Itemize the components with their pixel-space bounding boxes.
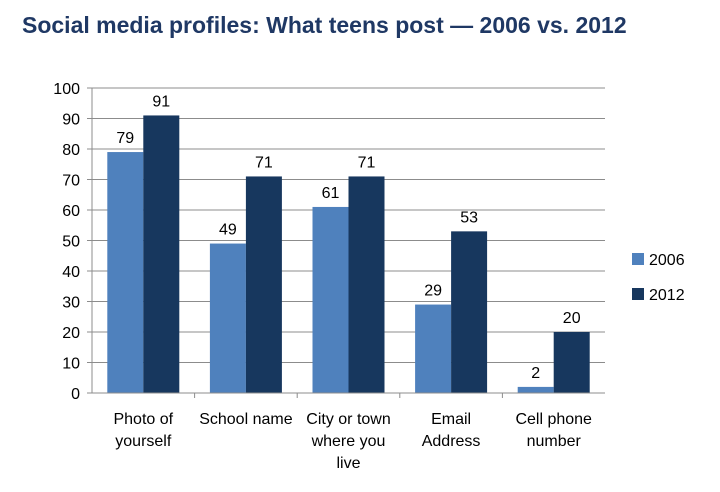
- bar-2012-3: [451, 231, 488, 393]
- x-category-label: School name: [199, 411, 292, 428]
- legend-label-2012: 2012: [649, 287, 685, 304]
- y-tick-label: 20: [62, 325, 80, 342]
- data-label: 53: [460, 209, 478, 226]
- legend-label-2006: 2006: [649, 252, 685, 269]
- bar-2012-4: [553, 332, 590, 393]
- y-tick-label: 40: [62, 264, 80, 281]
- data-label: 79: [116, 130, 134, 147]
- bar-2012-0: [143, 115, 180, 393]
- bar-2012-1: [245, 176, 282, 393]
- y-tick-label: 50: [62, 234, 80, 251]
- data-label: 2: [531, 365, 540, 382]
- legend: 2006 2012: [632, 252, 685, 304]
- chart-title: Social media profiles: What teens post —…: [22, 12, 627, 38]
- y-tick-label: 80: [62, 142, 80, 159]
- bars: [107, 115, 590, 393]
- x-category-label: Photo of yourself: [113, 411, 173, 450]
- y-tick-label: 10: [62, 356, 80, 373]
- bar-2012-2: [348, 176, 385, 393]
- y-tick-label: 0: [71, 386, 80, 403]
- x-category-label: City or town where you live: [306, 411, 390, 472]
- bar-2006-1: [209, 243, 246, 393]
- data-label: 29: [424, 283, 442, 300]
- y-tick-label: 90: [62, 112, 80, 129]
- y-tick-label: 30: [62, 295, 80, 312]
- legend-swatch-2012: [632, 288, 644, 300]
- legend-swatch-2006: [632, 253, 644, 265]
- data-label: 20: [563, 310, 581, 327]
- data-label: 91: [152, 93, 170, 110]
- y-tick-label: 70: [62, 173, 80, 190]
- bar-2006-2: [312, 206, 349, 393]
- data-label: 49: [219, 222, 237, 239]
- axes: 0 10 20 30 40 50 60 70 80 90 100 Photo of yourself Sc…: [53, 81, 605, 472]
- bar-2006-3: [415, 304, 452, 393]
- y-tick-label: 100: [53, 81, 80, 98]
- bar-2006-4: [517, 386, 554, 393]
- x-category-label: Cell phone number: [515, 411, 592, 450]
- x-category-label: Email Address: [422, 411, 481, 450]
- data-label: 61: [322, 185, 340, 202]
- data-label: 71: [255, 154, 273, 171]
- bar-2006-0: [107, 152, 144, 393]
- data-labels: 79 91 49 71 61 71 29 53 2 20: [116, 93, 580, 381]
- data-label: 71: [358, 154, 376, 171]
- y-tick-label: 60: [62, 203, 80, 220]
